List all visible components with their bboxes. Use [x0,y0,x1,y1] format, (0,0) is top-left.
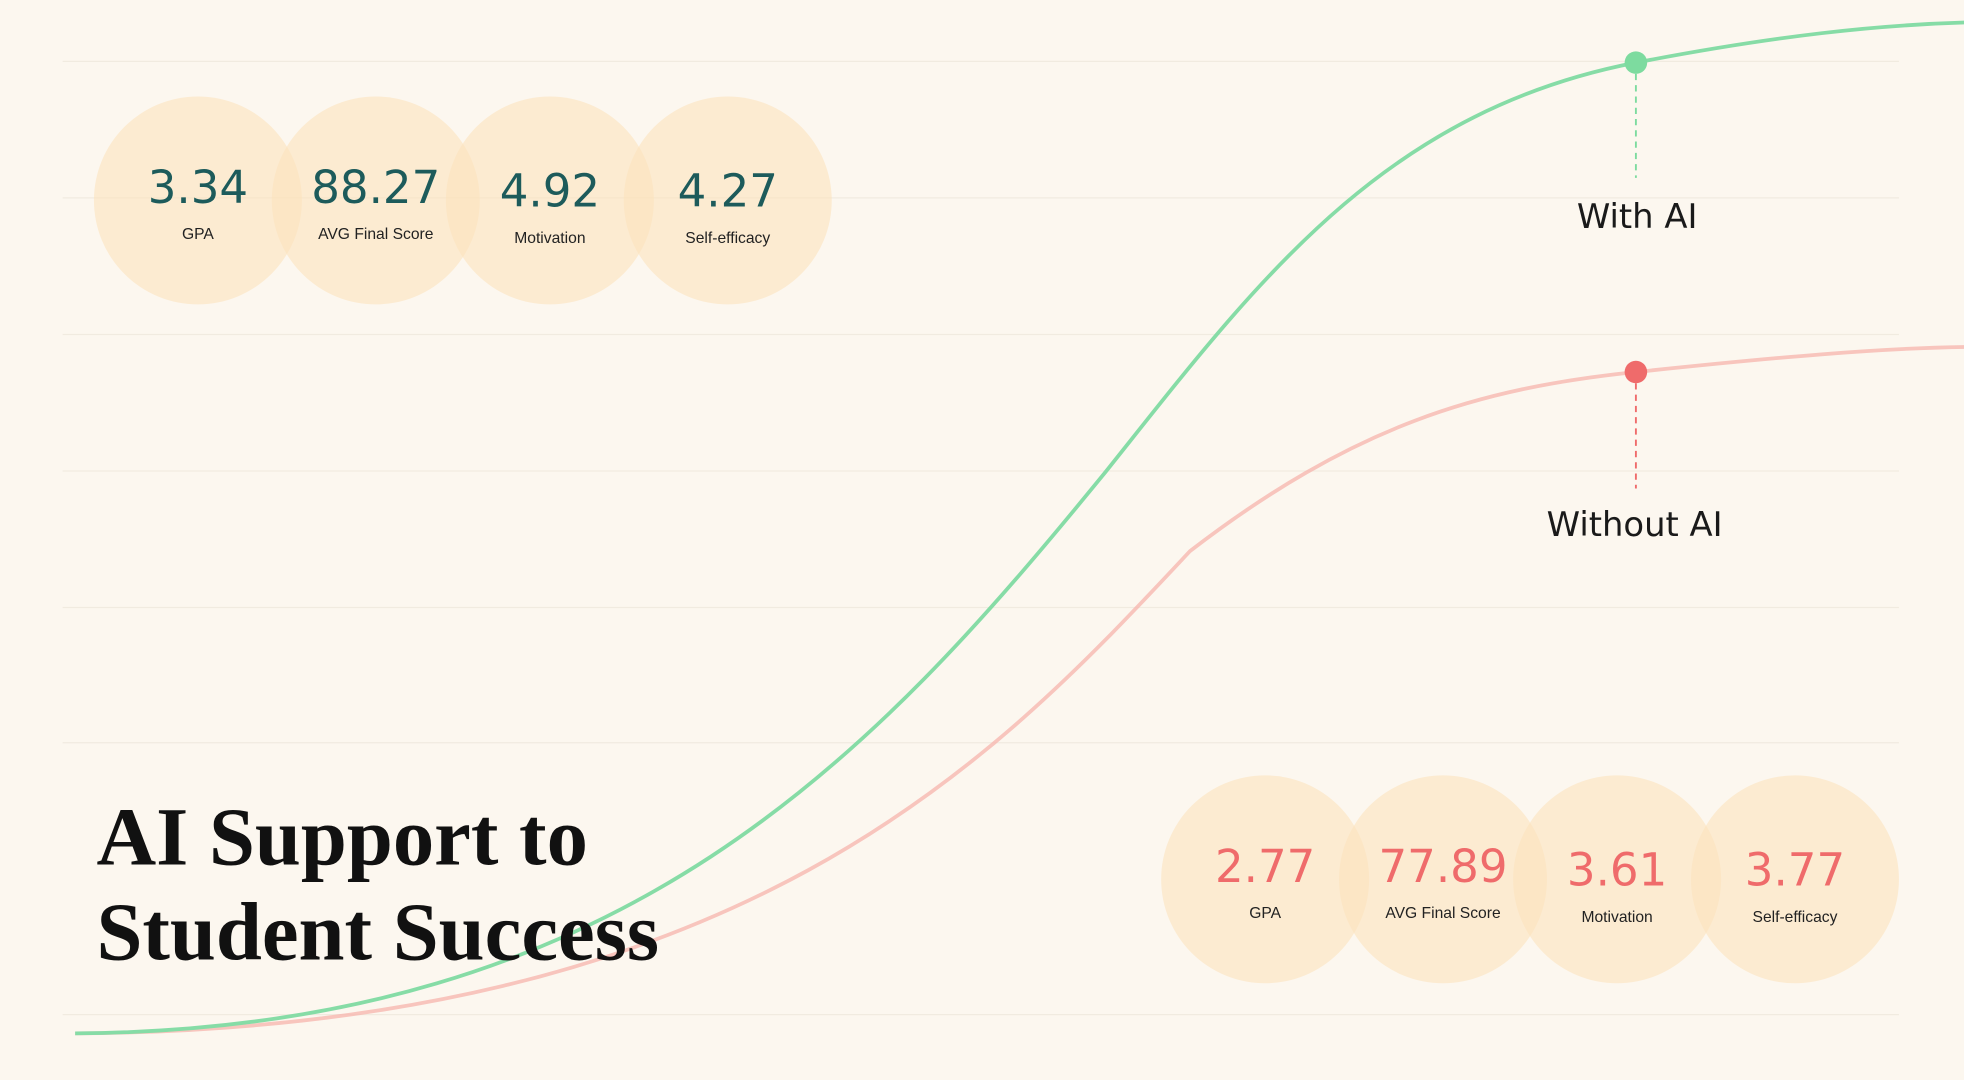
stat-bubble [93,96,302,305]
without-ai-curve [75,345,1964,1036]
stat-label: AVG Final Score [318,226,433,243]
stat-label: Self-efficacy [1753,909,1838,926]
stat-label: AVG Final Score [1385,905,1500,922]
stat-label: Self-efficacy [685,230,770,247]
stat-bubble [1339,775,1547,984]
stat-label: Motivation [1581,909,1652,926]
title-line-1: AI Support to [96,790,587,882]
with-ai-marker [1624,51,1648,74]
with-ai-curve [75,20,1964,1036]
stat-bubble [271,96,480,305]
stat-value: 4.27 [678,165,778,218]
stat-bubble [1161,775,1370,984]
stat-bubble [1691,775,1899,984]
stat-value: 3.34 [148,161,248,214]
stat-value: 3.77 [1745,844,1845,897]
stat-bubble [445,96,654,305]
with-ai-label: With AI [1577,197,1698,236]
stat-label: GPA [182,226,214,243]
without-ai-label: Without AI [1547,505,1723,544]
stat-label: Motivation [514,230,585,247]
title-line-2: Student Success [96,885,659,977]
stat-bubble [623,96,832,305]
without-ai-marker [1624,360,1648,384]
stat-value: 3.61 [1567,844,1667,897]
stat-value: 77.89 [1378,840,1507,893]
stat-bubble [1513,775,1722,984]
canvas: With AI Without AI AI Support to Student… [62,20,1964,1036]
stat-value: 4.92 [500,165,600,218]
stat-value: 2.77 [1215,840,1315,893]
stat-label: GPA [1249,905,1281,922]
stat-value: 88.27 [311,161,440,214]
